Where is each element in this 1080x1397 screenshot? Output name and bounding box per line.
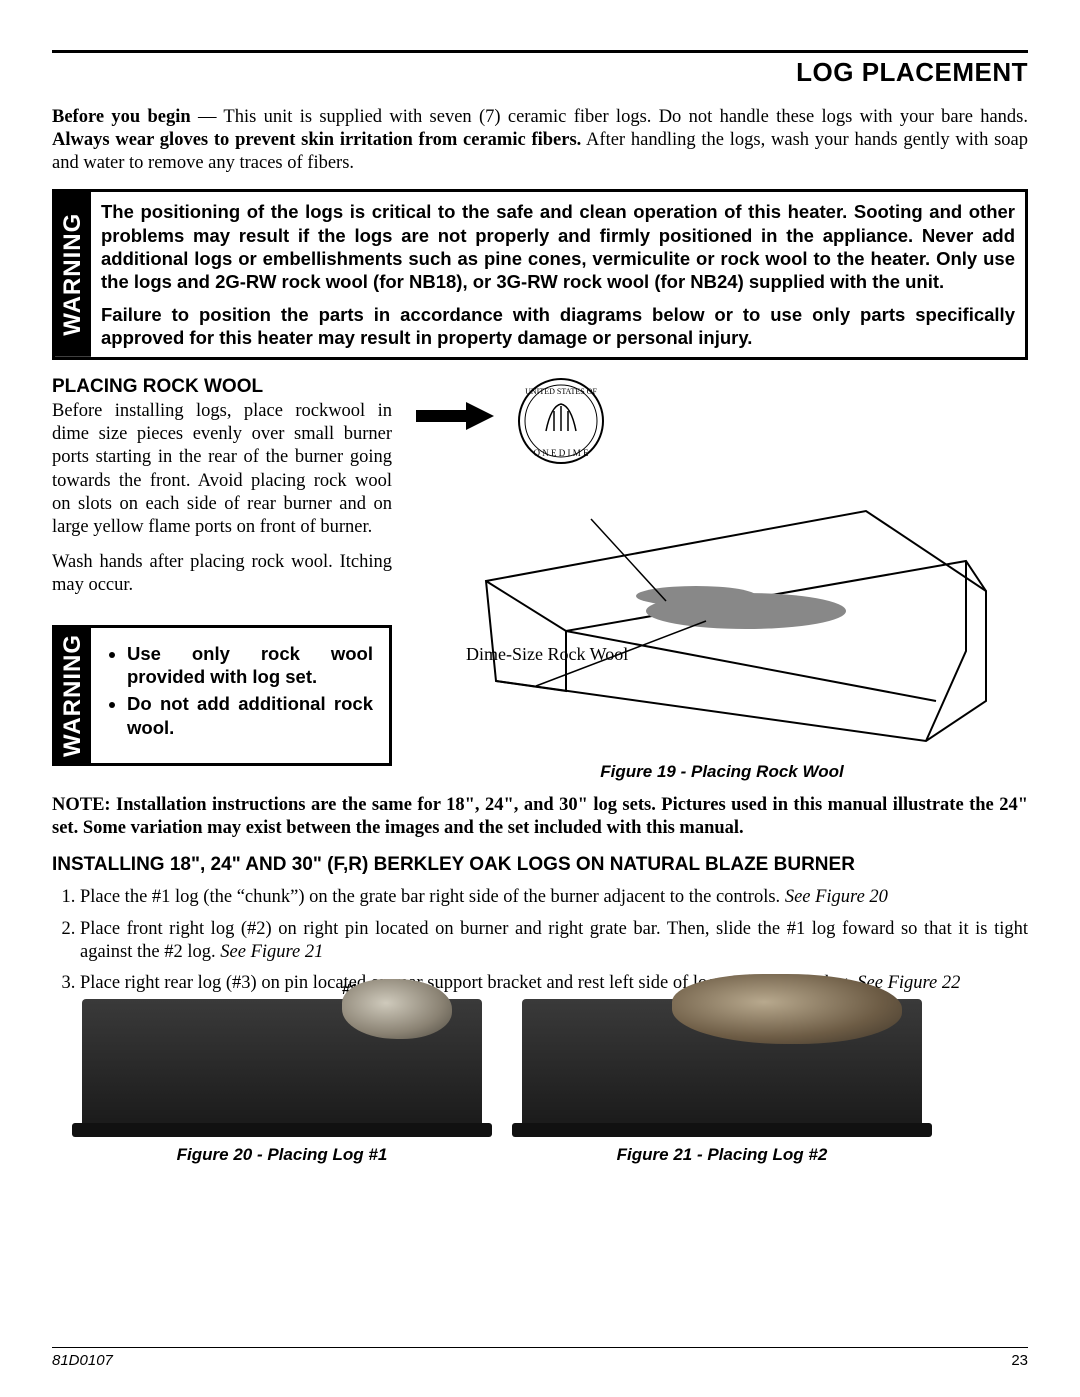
step-1: Place the #1 log (the “chunk”) on the gr…: [80, 886, 1028, 909]
install-heading: INSTALLING 18", 24" AND 30" (F,R) BERKLE…: [52, 854, 1028, 876]
page-number: 23: [1011, 1352, 1028, 1369]
burner-photo-2: [522, 999, 922, 1129]
note-paragraph: NOTE: Installation instructions are the …: [52, 794, 1028, 840]
page-title: LOG PLACEMENT: [52, 57, 1028, 88]
warning1-p2: Failure to position the parts in accorda…: [101, 303, 1015, 349]
warning-box-2: WARNING Use only rock wool provided with…: [52, 625, 392, 766]
fig19-caption: Figure 19 - Placing Rock Wool: [416, 762, 1028, 782]
arrow-icon: [416, 396, 496, 436]
intro-lead: Before you begin: [52, 107, 191, 127]
doc-number: 81D0107: [52, 1352, 113, 1369]
warning-body: The positioning of the logs is critical …: [91, 192, 1025, 357]
intro-paragraph: Before you begin — This unit is supplied…: [52, 106, 1028, 175]
figure-20: #1 Figure 20 - Placing Log #1: [82, 999, 482, 1165]
warning2-b2: Do not add additional rock wool.: [127, 692, 373, 738]
warning2-b1: Use only rock wool provided with log set…: [127, 642, 373, 688]
warning-body: Use only rock wool provided with log set…: [91, 628, 389, 763]
intro-rest1: — This unit is supplied with seven (7) c…: [191, 107, 1028, 127]
install-steps: Place the #1 log (the “chunk”) on the gr…: [52, 886, 1028, 995]
fig20-caption: Figure 20 - Placing Log #1: [82, 1145, 482, 1165]
title-rule: [52, 50, 1028, 53]
fig19-callout: Dime-Size Rock Wool: [466, 644, 628, 665]
note-bold: NOTE: Installation instructions are the …: [52, 795, 1028, 838]
figure-19: UNITED STATES OF O N E D I M E Dime-Size…: [416, 376, 1028, 782]
fig21-caption: Figure 21 - Placing Log #2: [522, 1145, 922, 1165]
page-footer: 81D0107 23: [52, 1347, 1028, 1369]
rockwool-p2: Wash hands after placing rock wool. Itch…: [52, 551, 392, 597]
step-2: Place front right log (#2) on right pin …: [80, 918, 1028, 964]
warning-label: WARNING: [55, 628, 91, 763]
rockwool-p1: Before installing logs, place rockwool i…: [52, 400, 392, 539]
rockwool-heading: PLACING ROCK WOOL: [52, 376, 392, 398]
warning-label: WARNING: [55, 192, 91, 357]
burner-diagram: [446, 451, 996, 751]
warning1-p1: The positioning of the logs is critical …: [101, 200, 1015, 293]
warning-box-1: WARNING The positioning of the logs is c…: [52, 189, 1028, 360]
burner-photo-1: [82, 999, 482, 1129]
figure-21: #2 Figure 21 - Placing Log #2: [522, 999, 922, 1165]
intro-mid-bold: Always wear gloves to prevent skin irrit…: [52, 130, 581, 150]
svg-text:UNITED STATES OF: UNITED STATES OF: [525, 387, 597, 396]
